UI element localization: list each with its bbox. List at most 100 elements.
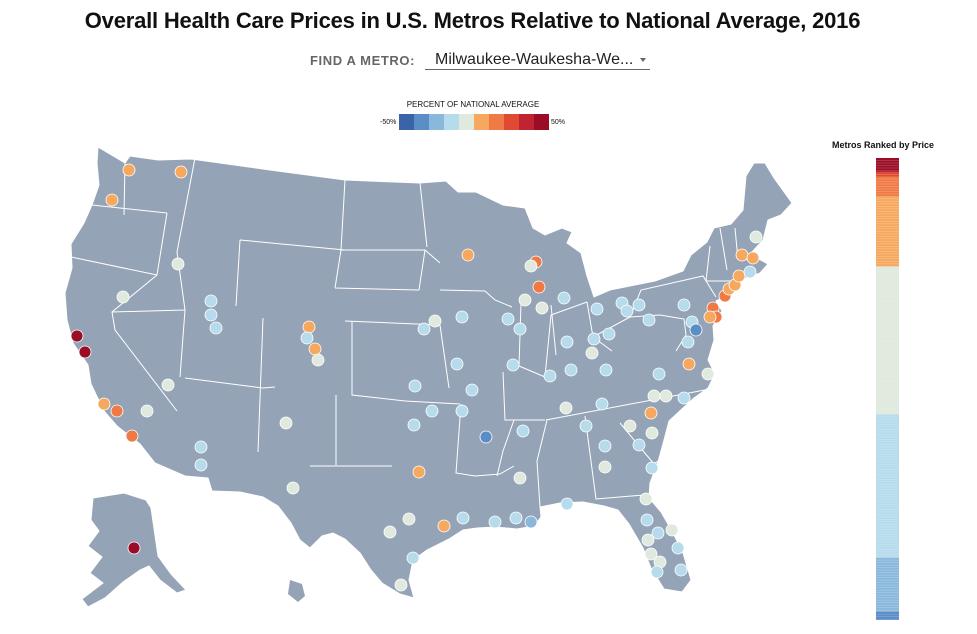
metro-dots[interactable]: [70, 163, 763, 592]
metro-dot[interactable]: [209, 321, 223, 335]
metro-dot[interactable]: [406, 551, 420, 565]
metro-dot[interactable]: [623, 419, 637, 433]
metro-dot[interactable]: [665, 523, 679, 537]
metro-dot[interactable]: [602, 327, 616, 341]
metro-dot[interactable]: [579, 419, 593, 433]
metro-select[interactable]: Milwaukee-Waukesha-We...: [425, 50, 651, 70]
metro-dot[interactable]: [402, 512, 416, 526]
metro-dot[interactable]: [456, 511, 470, 525]
metro-dot[interactable]: [641, 533, 655, 547]
metro-dot[interactable]: [543, 369, 557, 383]
metro-dot[interactable]: [645, 426, 659, 440]
metro-dot[interactable]: [461, 248, 475, 262]
metro-dot[interactable]: [620, 304, 634, 318]
metro-dot[interactable]: [125, 429, 139, 443]
metro-dot[interactable]: [735, 248, 749, 262]
metro-dot[interactable]: [560, 335, 574, 349]
metro-dot[interactable]: [652, 367, 666, 381]
metro-dot[interactable]: [174, 165, 188, 179]
metro-dot[interactable]: [532, 280, 546, 294]
metro-dot[interactable]: [308, 342, 322, 356]
metro-dot[interactable]: [701, 367, 715, 381]
metro-dot[interactable]: [450, 357, 464, 371]
metro-dot[interactable]: [122, 163, 136, 177]
metro-dot[interactable]: [279, 416, 293, 430]
metro-dot[interactable]: [650, 565, 664, 579]
metro-dot[interactable]: [417, 322, 431, 336]
metro-dot[interactable]: [743, 265, 757, 279]
metro-dot[interactable]: [524, 515, 538, 529]
metro-dot[interactable]: [513, 322, 527, 336]
metro-dot[interactable]: [488, 515, 502, 529]
metro-dot[interactable]: [140, 404, 154, 418]
metro-dot[interactable]: [677, 298, 691, 312]
metro-dot[interactable]: [97, 397, 111, 411]
metro-dot[interactable]: [732, 269, 746, 283]
metro-dot[interactable]: [632, 438, 646, 452]
metro-dot[interactable]: [557, 291, 571, 305]
metro-dot[interactable]: [749, 230, 763, 244]
metro-dot[interactable]: [407, 418, 421, 432]
metro-dot[interactable]: [681, 335, 695, 349]
metro-dot[interactable]: [194, 458, 208, 472]
metro-dot[interactable]: [78, 345, 92, 359]
metro-dot[interactable]: [682, 357, 696, 371]
metro-dot[interactable]: [535, 301, 549, 315]
metro-dot[interactable]: [645, 461, 659, 475]
metro-dot[interactable]: [659, 389, 673, 403]
metro-dot[interactable]: [70, 329, 84, 343]
rank-segment[interactable]: [876, 196, 899, 267]
metro-dot[interactable]: [632, 298, 646, 312]
rank-segment[interactable]: [876, 414, 899, 558]
metro-dot[interactable]: [559, 401, 573, 415]
metro-dot[interactable]: [595, 397, 609, 411]
metro-dot[interactable]: [286, 481, 300, 495]
metro-dot[interactable]: [425, 404, 439, 418]
metro-dot[interactable]: [590, 302, 604, 316]
rank-segment[interactable]: [876, 158, 899, 172]
metro-dot[interactable]: [509, 511, 523, 525]
metro-dot[interactable]: [127, 541, 141, 555]
rank-segment[interactable]: [876, 611, 899, 620]
metro-dot[interactable]: [642, 313, 656, 327]
metro-dot[interactable]: [599, 363, 613, 377]
metro-dot[interactable]: [437, 519, 451, 533]
metro-dot[interactable]: [560, 497, 574, 511]
metro-dot[interactable]: [644, 406, 658, 420]
metro-dot[interactable]: [524, 259, 538, 273]
metro-dot[interactable]: [110, 404, 124, 418]
metro-dot[interactable]: [647, 389, 661, 403]
metro-dot[interactable]: [204, 294, 218, 308]
metro-dot[interactable]: [703, 310, 717, 324]
metro-dot[interactable]: [408, 379, 422, 393]
metro-dot[interactable]: [302, 320, 316, 334]
metro-dot[interactable]: [516, 424, 530, 438]
metro-dot[interactable]: [479, 430, 493, 444]
metro-dot[interactable]: [204, 308, 218, 322]
metro-dot[interactable]: [506, 358, 520, 372]
ranked-metros-bar[interactable]: [876, 158, 899, 620]
metro-dot[interactable]: [513, 471, 527, 485]
metro-dot[interactable]: [564, 363, 578, 377]
rank-segment[interactable]: [876, 266, 899, 415]
rank-segment[interactable]: [876, 171, 899, 177]
metro-dot[interactable]: [116, 290, 130, 304]
metro-dot[interactable]: [105, 193, 119, 207]
metro-dot[interactable]: [161, 378, 175, 392]
metro-dot[interactable]: [677, 391, 691, 405]
metro-dot[interactable]: [300, 331, 314, 345]
metro-dot[interactable]: [383, 525, 397, 539]
rank-segment[interactable]: [876, 176, 899, 197]
metro-dot[interactable]: [746, 251, 760, 265]
metro-dot[interactable]: [455, 310, 469, 324]
metro-dot[interactable]: [651, 526, 665, 540]
metro-dot[interactable]: [518, 293, 532, 307]
metro-dot[interactable]: [412, 465, 426, 479]
metro-dot[interactable]: [455, 404, 469, 418]
metro-dot[interactable]: [394, 578, 408, 592]
metro-dot[interactable]: [674, 563, 688, 577]
metro-dot[interactable]: [671, 541, 685, 555]
rank-segment[interactable]: [876, 557, 899, 612]
metro-dot[interactable]: [194, 440, 208, 454]
metro-dot[interactable]: [311, 353, 325, 367]
